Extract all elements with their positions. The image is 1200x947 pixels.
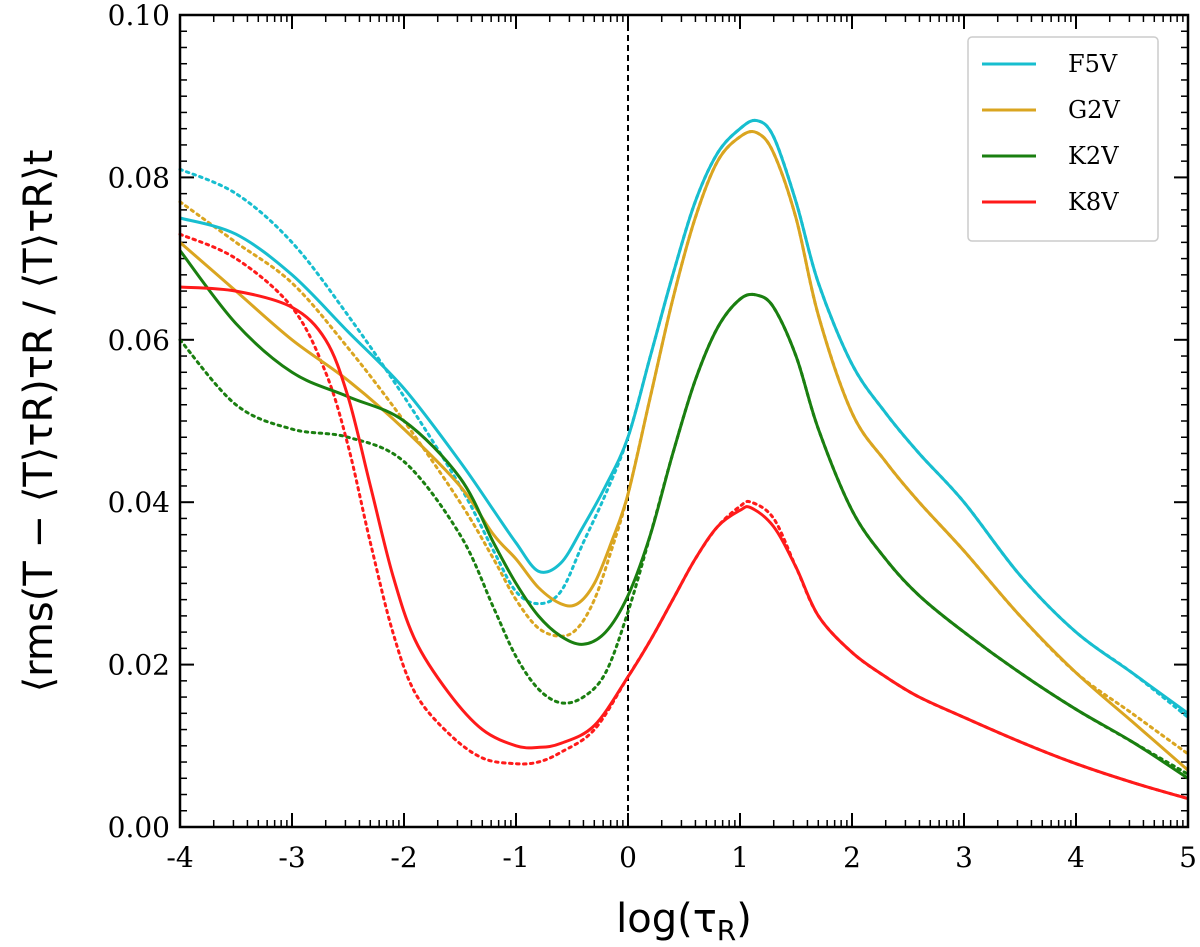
series-k2v-solid [178, 249, 1189, 780]
x-tick-label: -2 [390, 841, 417, 874]
y-tick-label: 0.08 [108, 161, 170, 194]
x-axis-label: log(τR) [616, 896, 752, 947]
x-tick-label: 0 [619, 841, 637, 874]
x-tick-label: -4 [166, 841, 193, 874]
x-tick-label: 1 [731, 841, 749, 874]
x-axis-label-close: ) [736, 896, 752, 942]
legend-label-g2v: G2V [1068, 96, 1120, 124]
y-tick-labels: 0.00 0.02 0.04 0.06 0.08 0.10 [108, 0, 170, 844]
legend-label-k2v: K2V [1068, 142, 1119, 170]
legend-items: F5V G2V K2V K8V [982, 50, 1120, 216]
x-tick-label: -3 [278, 841, 305, 874]
x-tick-label: 4 [1067, 841, 1085, 874]
legend: F5V G2V K2V K8V [967, 36, 1159, 242]
plot-frame [178, 13, 1190, 829]
series-g2v-solid [179, 130, 1189, 772]
legend-box [967, 36, 1159, 242]
series-f5v-solid [179, 118, 1189, 715]
y-tick-label: 0.06 [108, 324, 170, 357]
y-tick-label: 0.04 [108, 486, 170, 519]
x-tick-labels: -4 -3 -2 -1 0 1 2 3 4 5 [166, 841, 1197, 874]
x-axis-label-main: log(τ [616, 896, 717, 942]
legend-label-k8v: K8V [1068, 188, 1119, 216]
x-tick-label: 2 [843, 841, 861, 874]
x-tick-label: -1 [502, 841, 529, 874]
legend-label-f5v: F5V [1068, 50, 1118, 78]
y-tick-label: 0.00 [108, 811, 170, 844]
x-axis-label-subscript: R [717, 914, 736, 947]
x-tick-label: 3 [955, 841, 973, 874]
series-layer [178, 118, 1190, 801]
y-axis-label: ⟨rms(T − ⟨T⟩τR)τR / ⟨T⟩τR⟩t [16, 150, 62, 693]
y-tick-label: 0.10 [108, 0, 170, 32]
y-tick-label: 0.02 [108, 649, 170, 682]
series-k8v-dotted [178, 232, 1190, 801]
x-tick-label: 5 [1179, 841, 1197, 874]
series-k8v-solid [179, 285, 1189, 801]
